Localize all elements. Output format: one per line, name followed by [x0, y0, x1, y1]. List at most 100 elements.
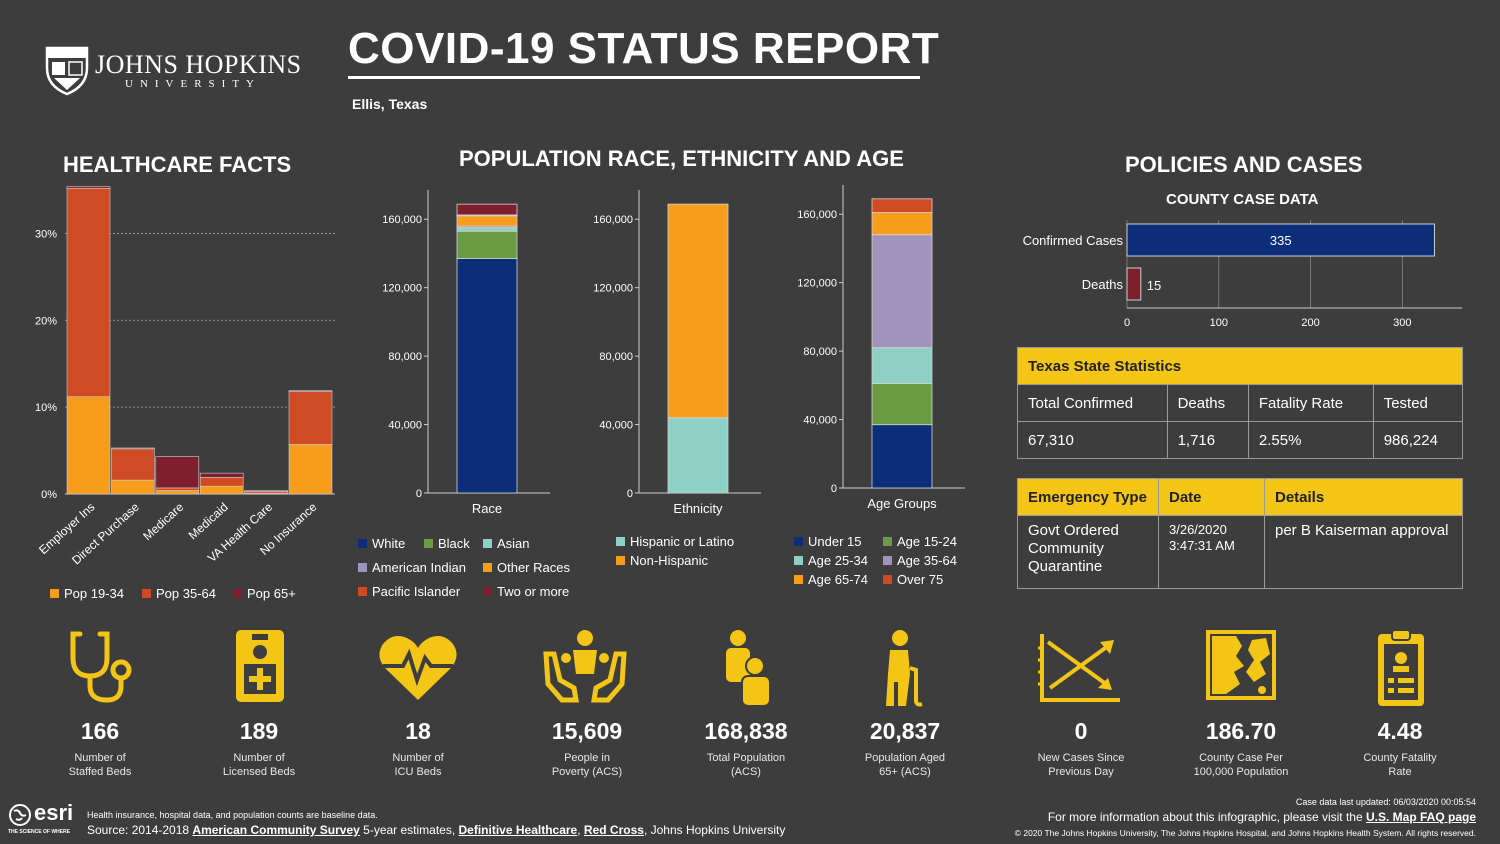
- age-ytick: 160,000: [797, 209, 837, 221]
- age-category-label: Age Groups: [867, 496, 937, 511]
- emergency-row: Govt Ordered Community Quarantine 3/26/2…: [1017, 515, 1463, 589]
- kpi-label-licensed-beds: Number of Licensed Beds: [222, 752, 296, 778]
- healthcare-bar: [288, 444, 333, 495]
- definitive-healthcare-link[interactable]: Definitive Healthcare: [458, 823, 578, 837]
- legend-pop35: Pop 35-64: [142, 586, 216, 601]
- race-ytick: 80,000: [388, 351, 422, 363]
- race-ytick: 120,000: [382, 283, 422, 295]
- kpi-label-population: Total Population (ACS): [706, 752, 786, 778]
- kpi-value-case-rate: 186.70: [1205, 718, 1277, 744]
- kpi-value-staffed-beds: 166: [80, 718, 120, 744]
- legend-hispanic: Hispanic or Latino: [616, 534, 734, 549]
- state-stats-header: Texas State Statistics: [1017, 347, 1463, 385]
- kpi-label-staffed-beds: Number of Staffed Beds: [68, 752, 132, 778]
- ethnicity-ytick: 40,000: [599, 420, 633, 432]
- legend-pacific-islander: Pacific Islander: [358, 584, 460, 599]
- hospital-badge-icon: [236, 630, 284, 702]
- county-bar: [1126, 267, 1142, 301]
- age-ytick: 120,000: [797, 278, 837, 290]
- healthcare-bar: [199, 472, 244, 478]
- last-updated: Case data last updated: 06/03/2020 00:05…: [1295, 797, 1476, 807]
- county-category-label: Confirmed Cases: [1023, 233, 1124, 248]
- ethnicity-segment: [667, 203, 729, 419]
- elderly-person-icon: [886, 630, 923, 707]
- legend-other-races: Other Races: [483, 560, 570, 575]
- ethnicity-chart: 0 40,000 80,000 120,000 160,000 Ethnicity: [593, 190, 761, 516]
- legend-black: Black: [424, 536, 470, 551]
- race-category-label: Race: [472, 501, 502, 516]
- legend-over75: Over 75: [883, 572, 943, 587]
- healthcare-bar: [155, 487, 200, 491]
- legend-pop19: Pop 19-34: [50, 586, 124, 601]
- healthcare-category-label: Medicaid: [186, 500, 231, 543]
- healthcare-ytick: 20%: [35, 315, 57, 327]
- kpi-value-fatality-rate: 4.48: [1377, 718, 1423, 744]
- county-value-label: 335: [1270, 233, 1292, 248]
- state-stats-labels: Total Confirmed Deaths Fatality Rate Tes…: [1017, 384, 1464, 422]
- legend-two-or-more: Two or more: [483, 584, 569, 599]
- county-case-chart: 0 100 200 300 Confirmed Cases 335 Deaths 15: [1023, 220, 1462, 329]
- legend-age65-74: Age 65-74: [794, 572, 868, 587]
- healthcare-ytick: 30%: [35, 228, 57, 240]
- county-category-label: Deaths: [1082, 277, 1124, 292]
- esri-logo: esri: [34, 800, 74, 825]
- clipboard-icon: [1378, 629, 1424, 706]
- emergency-table: Emergency Type Date Details Govt Ordered…: [1017, 478, 1463, 589]
- kpi-label-case-rate: County Case Per 100,000 Population: [1193, 752, 1289, 778]
- race-segment: [456, 215, 518, 227]
- healthcare-bar: [288, 390, 333, 392]
- kpi-label-poverty: People in Poverty (ACS): [551, 752, 623, 778]
- county-value-label: 15: [1147, 278, 1161, 293]
- ethnicity-segment: [667, 417, 729, 494]
- age-segment: [871, 198, 933, 213]
- faq-link[interactable]: U.S. Map FAQ page: [1365, 810, 1476, 824]
- legend-pop65: Pop 65+: [233, 586, 296, 601]
- healthcare-bar: [199, 477, 244, 487]
- legend-under15: Under 15: [794, 534, 861, 549]
- age-segment: [871, 424, 933, 489]
- age-chart: 0 40,000 80,000 120,000 160,000 Age Groups: [797, 185, 965, 511]
- healthcare-bar: [199, 485, 244, 495]
- heartbeat-icon: [379, 636, 457, 700]
- kpi-label-aged-65: Population Aged 65+ (ACS): [864, 752, 946, 778]
- legend-age25-34: Age 25-34: [794, 553, 868, 568]
- age-segment: [871, 383, 933, 426]
- section-healthcare-title: HEALTHCARE FACTS: [63, 152, 292, 177]
- county-xtick: 100: [1210, 317, 1228, 329]
- healthcare-ytick: 10%: [35, 402, 57, 414]
- legend-age15-24: Age 15-24: [883, 534, 957, 549]
- esri-globe-icon: [9, 804, 31, 826]
- title-rule: [348, 76, 920, 79]
- county-case-title: COUNTY CASE DATA: [1166, 191, 1319, 208]
- healthcare-bar: [111, 447, 155, 450]
- page-title: COVID-19 STATUS REPORT: [348, 24, 940, 73]
- age-segment: [871, 234, 933, 349]
- healthcare-ytick: 0%: [41, 489, 57, 501]
- legend-asian: Asian: [483, 536, 530, 551]
- legend-white: White: [358, 536, 405, 551]
- copyright: © 2020 The Johns Hopkins University, The…: [1014, 828, 1476, 838]
- acs-link[interactable]: American Community Survey: [192, 823, 360, 837]
- healthcare-bar: [111, 448, 155, 481]
- stethoscope-icon: [70, 631, 132, 703]
- legend-american-indian: American Indian: [358, 560, 466, 575]
- healthcare-bar: [66, 396, 111, 495]
- race-ytick: 0: [416, 488, 422, 500]
- ethnicity-ytick: 0: [627, 488, 633, 500]
- age-segment: [871, 347, 933, 385]
- section-population-title: POPULATION RACE, ETHNICITY AND AGE: [459, 146, 904, 171]
- healthcare-bar: [244, 490, 288, 492]
- kpi-value-population: 168,838: [704, 718, 788, 744]
- esri-tagline: THE SCIENCE OF WHERE: [8, 829, 70, 835]
- kpi-value-new-cases: 0: [1074, 718, 1088, 744]
- race-ytick: 40,000: [388, 420, 422, 432]
- red-cross-link[interactable]: Red Cross: [583, 823, 644, 837]
- kpi-label-fatality-rate: County Fatality Rate: [1363, 752, 1437, 778]
- ethnicity-category-label: Ethnicity: [673, 501, 723, 516]
- healthcare-bar: [155, 490, 200, 495]
- section-policies-title: POLICIES AND CASES: [1125, 152, 1363, 177]
- footer-source: Source: 2014-2018 American Community Sur…: [87, 823, 786, 837]
- legend-age35-64: Age 35-64: [883, 553, 957, 568]
- trend-chart-icon: [1038, 634, 1120, 702]
- county-xtick: 200: [1301, 317, 1319, 329]
